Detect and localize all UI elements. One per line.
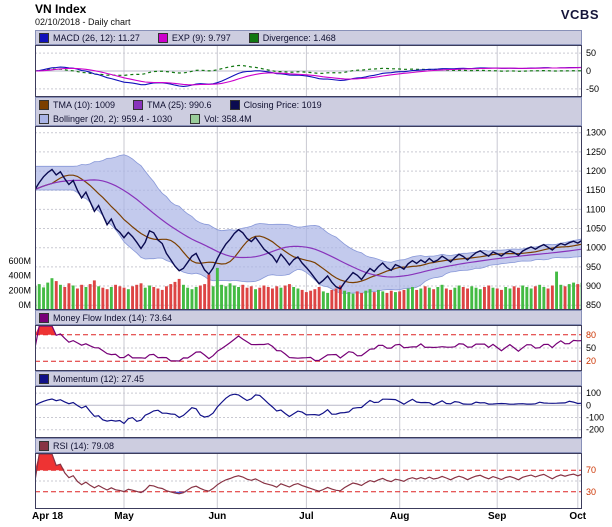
tma10-legend-label: TMA (10): 1009 xyxy=(53,100,116,110)
momentum-panel-plot: 100 0 -100 -200 xyxy=(35,386,604,438)
exp-swatch-icon xyxy=(157,32,168,43)
momentum-swatch-icon xyxy=(39,373,49,384)
legend-item-exp: EXP (9): 9.797 xyxy=(157,32,231,43)
mfi-legend-label: Money Flow Index (14): 73.64 xyxy=(53,312,173,323)
legend-item-tma25: TMA (25): 990.6 xyxy=(133,100,212,110)
mfi-legend: Money Flow Index (14): 73.64 xyxy=(35,310,582,325)
svg-text:400M: 400M xyxy=(8,271,31,281)
momentum-legend-label: Momentum (12): 27.45 xyxy=(53,373,145,384)
svg-text:1000: 1000 xyxy=(586,243,606,253)
macd-swatch-icon xyxy=(39,32,49,43)
svg-text:0: 0 xyxy=(586,400,591,410)
legend-item-momentum: Momentum (12): 27.45 xyxy=(39,373,145,384)
x-axis-label: Aug xyxy=(389,511,410,522)
x-axis-label: Sep xyxy=(488,511,507,522)
x-axis: Apr 18 May Jun Jul Aug Sep Oct xyxy=(0,509,612,527)
tma25-swatch-icon xyxy=(133,100,144,110)
x-axis-label: Oct xyxy=(569,511,587,522)
chart-header: VN Index 02/10/2018 - Daily chart VCBS xyxy=(0,0,612,30)
x-axis-label: Apr 18 xyxy=(32,511,64,522)
tma10-swatch-icon xyxy=(39,100,49,110)
svg-text:-100: -100 xyxy=(586,413,604,423)
legend-item-bollinger: Bollinger (20, 2): 959.4 - 1030 xyxy=(39,113,173,124)
svg-text:1250: 1250 xyxy=(586,147,606,157)
momentum-legend: Momentum (12): 27.45 xyxy=(35,371,582,386)
svg-text:-50: -50 xyxy=(586,84,599,94)
brand-logo: VCBS xyxy=(560,7,599,22)
svg-text:0M: 0M xyxy=(18,300,31,310)
rsi-legend: RSI (14): 79.08 xyxy=(35,438,582,453)
svg-text:50: 50 xyxy=(586,343,596,353)
legend-item-mfi: Money Flow Index (14): 73.64 xyxy=(39,312,173,323)
svg-text:1150: 1150 xyxy=(586,185,605,195)
closing-price-swatch-icon xyxy=(229,100,240,110)
volume-swatch-icon xyxy=(190,113,201,124)
tma25-legend-label: TMA (25): 990.6 xyxy=(147,100,212,110)
legend-item-closing-price: Closing Price: 1019 xyxy=(229,100,322,110)
divergence-swatch-icon xyxy=(248,32,259,43)
chart-title: VN Index xyxy=(35,2,87,16)
volume-legend-label: Vol: 358.4M xyxy=(204,113,252,124)
svg-text:100: 100 xyxy=(586,388,601,398)
mfi-panel-plot: 80 50 20 xyxy=(35,325,596,371)
svg-text:50: 50 xyxy=(586,48,596,58)
svg-text:850: 850 xyxy=(586,300,601,310)
divergence-legend-label: Divergence: 1.468 xyxy=(262,32,336,43)
svg-text:80: 80 xyxy=(586,330,596,340)
x-axis-label: Jul xyxy=(299,511,314,522)
bollinger-legend-label: Bollinger (20, 2): 959.4 - 1030 xyxy=(53,113,173,124)
legend-item-macd: MACD (26, 12): 11.27 xyxy=(39,32,140,43)
macd-legend-label: MACD (26, 12): 11.27 xyxy=(53,32,140,43)
x-axis-label: May xyxy=(114,511,134,522)
svg-text:1200: 1200 xyxy=(586,166,606,176)
svg-text:1300: 1300 xyxy=(586,128,606,138)
svg-text:900: 900 xyxy=(586,281,601,291)
legend-item-divergence: Divergence: 1.468 xyxy=(248,32,336,43)
svg-text:600M: 600M xyxy=(8,256,31,266)
macd-panel-plot: 50 0 -50 xyxy=(35,45,599,97)
svg-text:200M: 200M xyxy=(8,285,31,295)
svg-text:-200: -200 xyxy=(586,425,604,435)
x-axis-label: Jun xyxy=(208,511,227,522)
legend-item-tma10: TMA (10): 1009 xyxy=(39,100,115,110)
svg-text:1100: 1100 xyxy=(586,204,605,214)
svg-text:30: 30 xyxy=(586,487,596,497)
closing-price-legend-label: Closing Price: 1019 xyxy=(243,100,322,110)
svg-text:950: 950 xyxy=(586,262,601,272)
price-panel-plot: 1300 1250 1200 1150 1100 1050 1000 950 900 850 600… xyxy=(8,126,606,310)
price-legend-row1: TMA (10): 1009 TMA (25): 990.6 Closing P… xyxy=(35,97,582,112)
chart-subtitle: 02/10/2018 - Daily chart xyxy=(35,17,131,27)
svg-text:0: 0 xyxy=(586,66,591,76)
legend-item-volume: Vol: 358.4M xyxy=(190,113,252,124)
rsi-panel-plot: 70 30 xyxy=(35,453,596,509)
svg-text:1050: 1050 xyxy=(586,224,606,234)
exp-legend-label: EXP (9): 9.797 xyxy=(171,32,231,43)
svg-text:20: 20 xyxy=(586,356,596,366)
svg-text:70: 70 xyxy=(586,465,596,475)
rsi-legend-label: RSI (14): 79.08 xyxy=(53,440,115,451)
mfi-swatch-icon xyxy=(39,312,49,323)
bollinger-swatch-icon xyxy=(39,113,49,124)
price-legend-row2: Bollinger (20, 2): 959.4 - 1030 Vol: 358… xyxy=(35,112,582,126)
macd-legend: MACD (26, 12): 11.27 EXP (9): 9.797 Dive… xyxy=(35,30,582,45)
legend-item-rsi: RSI (14): 79.08 xyxy=(39,440,115,451)
rsi-swatch-icon xyxy=(39,440,49,451)
